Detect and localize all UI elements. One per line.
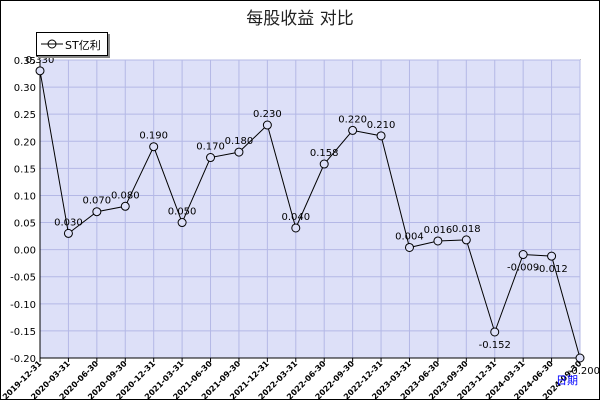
x-axis-label: 日期 (556, 374, 578, 387)
data-point (376, 131, 386, 141)
legend-marker-icon (41, 39, 63, 49)
data-point (547, 251, 557, 261)
y-tick-label: 0.10 (14, 191, 36, 202)
data-label: 0.016 (424, 225, 453, 236)
y-tick-label: -0.05 (10, 273, 36, 284)
data-point (575, 353, 585, 363)
legend: ST亿利 (36, 32, 108, 56)
data-point (291, 223, 301, 233)
data-point (518, 250, 528, 260)
data-label: 0.330 (26, 55, 55, 66)
y-tick-label: -0.15 (10, 327, 36, 338)
legend-series-name: ST亿利 (65, 39, 101, 52)
y-tick-label: 0.05 (14, 219, 36, 230)
data-label: 0.030 (54, 217, 83, 228)
data-point (262, 120, 272, 130)
data-label: 0.040 (281, 212, 310, 223)
chart-title: 每股收益 对比 (246, 9, 354, 29)
data-label: 0.190 (139, 131, 168, 142)
y-tick-label: 0.00 (14, 246, 36, 257)
data-point (206, 153, 216, 163)
data-label: 0.080 (111, 190, 140, 201)
data-label: 0.230 (253, 109, 282, 120)
data-label: 0.070 (83, 196, 112, 207)
y-tick-label: -0.20 (10, 354, 36, 365)
y-tick-label: 0.30 (14, 83, 36, 94)
data-label: -0.012 (535, 264, 567, 275)
data-point (177, 218, 187, 228)
data-label: 0.158 (310, 148, 339, 159)
data-point (461, 235, 471, 245)
data-point (149, 142, 159, 152)
data-point (348, 125, 358, 135)
data-label: 0.050 (168, 207, 197, 218)
data-label: 0.018 (452, 224, 481, 235)
data-point (490, 327, 500, 337)
data-point (234, 147, 244, 157)
data-label: 0.004 (395, 231, 424, 242)
data-point (120, 201, 130, 211)
y-tick-label: 0.15 (14, 164, 36, 175)
data-point (404, 242, 414, 252)
data-point (63, 228, 73, 238)
data-label: -0.200 (568, 366, 600, 377)
data-label: 0.170 (196, 142, 225, 153)
data-label: -0.152 (479, 340, 511, 351)
y-tick-label: 0.25 (14, 110, 36, 121)
data-label: 0.210 (367, 120, 396, 131)
data-label: -0.009 (507, 263, 539, 274)
series-line (39, 70, 581, 359)
plot-area (39, 59, 581, 359)
data-point (319, 159, 329, 169)
y-tick-label: -0.10 (10, 300, 36, 311)
data-point (35, 66, 45, 76)
y-tick-label: 0.20 (14, 137, 36, 148)
data-point (92, 207, 102, 217)
data-point (433, 236, 443, 246)
data-label: 0.220 (338, 114, 367, 125)
data-label: 0.180 (225, 136, 254, 147)
y-tick-label: 0.35 (14, 56, 36, 67)
